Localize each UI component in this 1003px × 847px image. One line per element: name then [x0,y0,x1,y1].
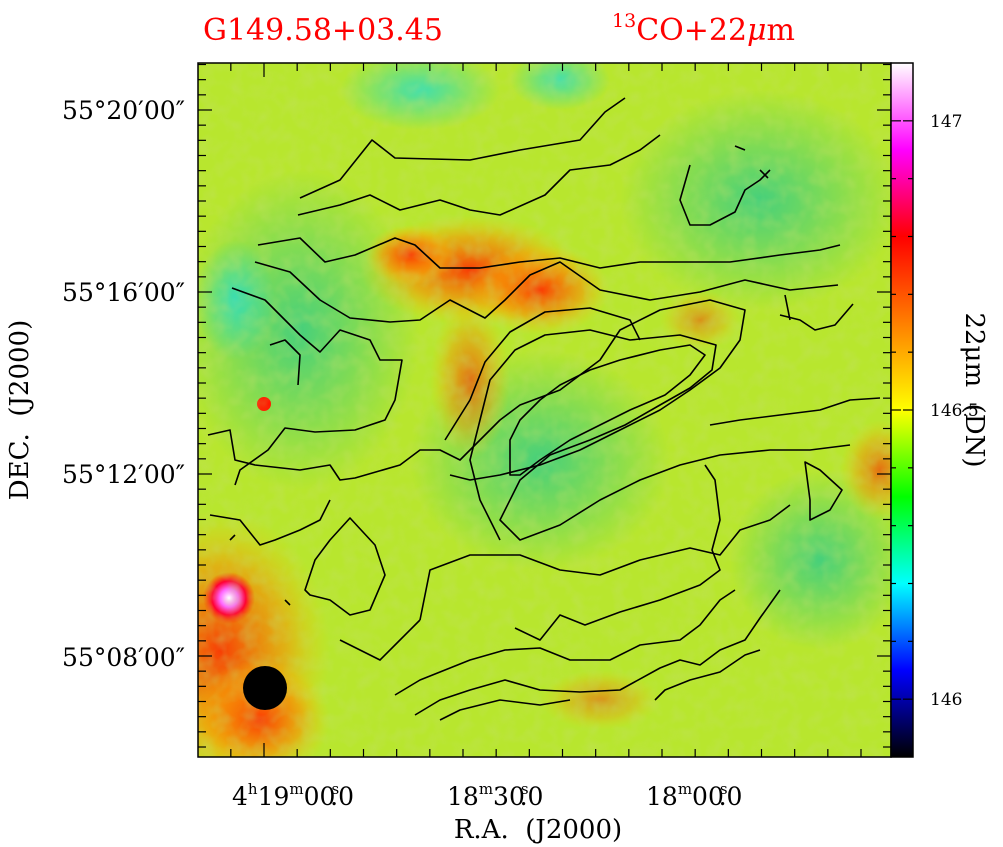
contour-level-7 [207,299,746,481]
contour-level-15 [419,504,791,621]
contour-level-6 [269,339,301,386]
contour-level-10 [509,344,706,476]
contour-level-9 [469,329,851,541]
y-tick-label: 55°12′00″ [62,460,185,489]
x-tick-label: 18m30s.0 [447,780,543,811]
contour-level-25 [759,169,769,179]
contour-level-28 [284,599,291,606]
y-axis-label: DEC. (J2000) [5,320,35,500]
contour-level-14 [304,517,386,616]
contour-level-3 [257,237,841,269]
x-tick-label: 4h19m00s.0 [232,780,354,811]
contour-lines [207,97,881,721]
heatmap-image [198,63,891,757]
contour-level-2 [297,134,661,216]
y-axis-tick-marks [198,63,891,748]
contour-level-26 [784,294,791,321]
x-axis-tick-marks [230,63,862,757]
contour-level-8 [444,307,641,441]
beam-size-marker [243,666,287,710]
contour-level-27 [229,534,236,541]
contour-level-5 [231,287,403,486]
contour-level-4 [254,261,839,323]
contour-level-24 [734,145,746,151]
colorbar-tick-label: 147 [930,112,962,132]
contour-level-17 [339,619,421,661]
colorbar-tick-label: 146.5 [930,401,979,421]
chart-title: G149.58+03.45 [203,13,443,48]
subtitle-mu: μ [747,13,767,48]
contour-level-19 [414,589,781,716]
contour-level-21 [654,649,761,701]
contour-level-20 [439,699,571,721]
contour-level-23 [679,164,771,226]
colorbar: 146 146.5 147 22μm (DN) [890,62,989,758]
colorbar-tick-label: 146 [930,690,962,710]
colorbar-tick-marks [891,120,913,700]
contour-level-18 [394,589,736,696]
contour-level-1 [299,97,626,199]
y-tick-label: 55°16′00″ [62,278,185,307]
contour-level-22 [804,461,843,521]
subtitle-base: CO+22 [636,13,747,48]
contour-level-16 [514,464,721,641]
contour-level-11 [779,303,854,331]
subtitle-unit: m [767,13,795,48]
contour-level-13 [209,499,331,546]
chart-subtitle: 13CO+22μm [612,10,795,48]
contour-level-12 [709,397,881,426]
colorbar-label: 22μm (DN) [959,312,989,467]
x-tick-label: 18m00s.0 [646,780,742,811]
y-tick-label: 55°20′00″ [62,96,185,125]
x-axis-label: R.A. (J2000) [454,815,622,845]
subtitle-superscript: 13 [612,10,636,32]
y-tick-label: 55°08′00″ [62,643,185,672]
